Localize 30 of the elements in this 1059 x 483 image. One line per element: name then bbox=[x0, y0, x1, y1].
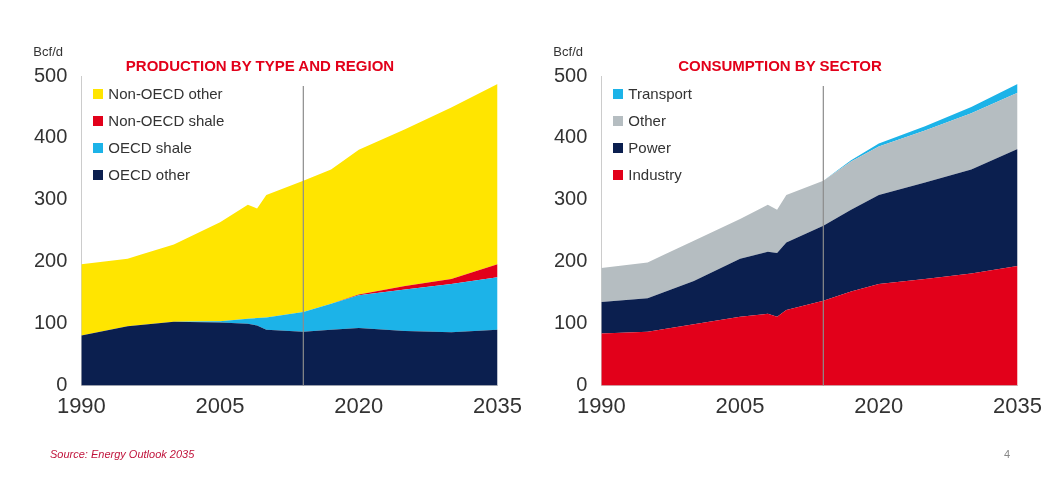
y-tick-label: 300 bbox=[553, 187, 588, 210]
x-tick-label: 2035 bbox=[473, 392, 523, 418]
y-tick-label: 400 bbox=[553, 125, 588, 148]
source-note: Source: Energy Outlook 2035 bbox=[50, 448, 195, 460]
x-tick-label: 2005 bbox=[715, 392, 765, 418]
legend-label: OECD other bbox=[108, 166, 191, 183]
legend-label: Other bbox=[628, 112, 666, 129]
y-tick-label: 500 bbox=[553, 63, 588, 86]
y-axis-title: Bcf/d bbox=[33, 44, 63, 59]
legend-label: Non-OECD shale bbox=[108, 112, 225, 129]
x-tick-label: 2020 bbox=[854, 392, 904, 418]
text: 4 bbox=[1003, 448, 1010, 460]
legend-label: Non-OECD other bbox=[108, 85, 223, 102]
y-tick-label: 200 bbox=[553, 249, 588, 272]
x-tick-label: 2035 bbox=[993, 392, 1043, 418]
y-tick-label: 100 bbox=[33, 311, 68, 334]
y-tick-label: 300 bbox=[33, 187, 68, 210]
y-tick-label: 200 bbox=[33, 249, 68, 272]
y-axis-title: Bcf/d bbox=[553, 44, 583, 59]
x-tick-label: 2005 bbox=[195, 392, 245, 418]
y-tick-label: 100 bbox=[553, 311, 588, 334]
legend-label: Transport bbox=[628, 85, 692, 102]
legend-label: OECD shale bbox=[108, 139, 192, 156]
legend-label: Industry bbox=[628, 166, 682, 183]
y-tick-label: 500 bbox=[33, 63, 68, 86]
chart-title: PRODUCTION BY TYPE AND REGION bbox=[125, 57, 395, 75]
x-tick-label: 2020 bbox=[334, 392, 384, 418]
legend-label: Power bbox=[628, 139, 671, 156]
y-tick-label: 400 bbox=[33, 125, 68, 148]
chart-title: CONSUMPTION BY SECTOR bbox=[678, 57, 882, 75]
